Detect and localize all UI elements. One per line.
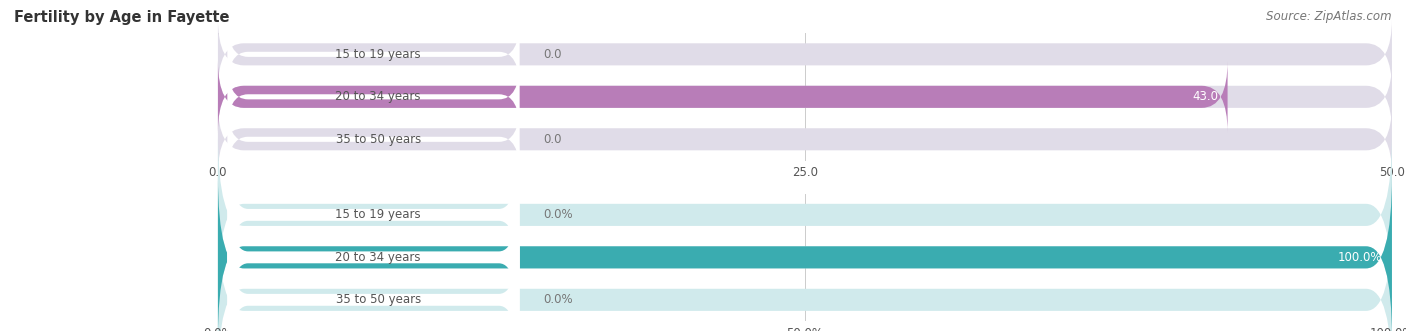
Text: 35 to 50 years: 35 to 50 years bbox=[336, 293, 420, 306]
Text: 0.0%: 0.0% bbox=[543, 293, 572, 306]
Text: 35 to 50 years: 35 to 50 years bbox=[336, 133, 420, 146]
FancyBboxPatch shape bbox=[228, 105, 520, 174]
FancyBboxPatch shape bbox=[228, 62, 520, 132]
FancyBboxPatch shape bbox=[228, 134, 520, 296]
FancyBboxPatch shape bbox=[218, 132, 1392, 297]
Text: 0.0: 0.0 bbox=[543, 133, 561, 146]
FancyBboxPatch shape bbox=[228, 219, 520, 331]
Text: 43.0: 43.0 bbox=[1192, 90, 1218, 103]
Text: Fertility by Age in Fayette: Fertility by Age in Fayette bbox=[14, 10, 229, 25]
Text: 100.0%: 100.0% bbox=[1339, 251, 1382, 264]
Text: 20 to 34 years: 20 to 34 years bbox=[336, 251, 420, 264]
Text: 0.0%: 0.0% bbox=[543, 209, 572, 221]
FancyBboxPatch shape bbox=[218, 175, 1392, 331]
FancyBboxPatch shape bbox=[218, 175, 1392, 331]
FancyBboxPatch shape bbox=[218, 61, 1392, 132]
FancyBboxPatch shape bbox=[228, 177, 520, 331]
FancyBboxPatch shape bbox=[218, 217, 1392, 331]
Text: 20 to 34 years: 20 to 34 years bbox=[336, 90, 420, 103]
Text: 15 to 19 years: 15 to 19 years bbox=[336, 209, 420, 221]
Text: 15 to 19 years: 15 to 19 years bbox=[336, 48, 420, 61]
FancyBboxPatch shape bbox=[228, 20, 520, 89]
Text: 0.0: 0.0 bbox=[543, 48, 561, 61]
FancyBboxPatch shape bbox=[218, 61, 1227, 132]
FancyBboxPatch shape bbox=[218, 19, 1392, 90]
Text: Source: ZipAtlas.com: Source: ZipAtlas.com bbox=[1267, 10, 1392, 23]
FancyBboxPatch shape bbox=[218, 104, 1392, 175]
